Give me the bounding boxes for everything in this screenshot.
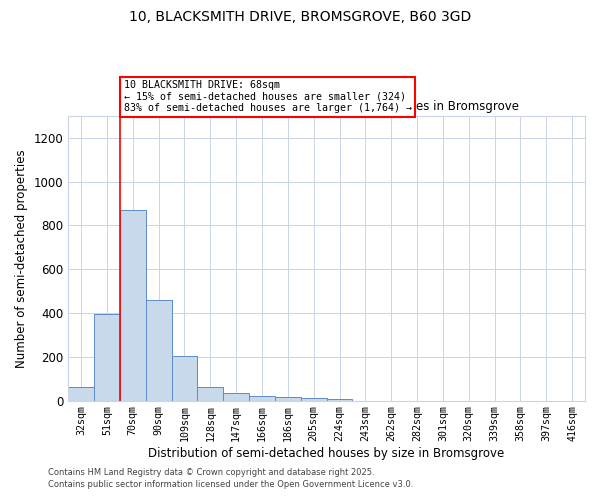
Text: 10, BLACKSMITH DRIVE, BROMSGROVE, B60 3GD: 10, BLACKSMITH DRIVE, BROMSGROVE, B60 3G… bbox=[129, 10, 471, 24]
Title: Size of property relative to semi-detached houses in Bromsgrove: Size of property relative to semi-detach… bbox=[134, 100, 519, 114]
Bar bbox=[120, 210, 146, 400]
X-axis label: Distribution of semi-detached houses by size in Bromsgrove: Distribution of semi-detached houses by … bbox=[148, 447, 505, 460]
Bar bbox=[172, 356, 197, 401]
Bar bbox=[249, 396, 275, 400]
Y-axis label: Number of semi-detached properties: Number of semi-detached properties bbox=[15, 149, 28, 368]
Bar bbox=[197, 387, 223, 400]
Text: 10 BLACKSMITH DRIVE: 68sqm
← 15% of semi-detached houses are smaller (324)
83% o: 10 BLACKSMITH DRIVE: 68sqm ← 15% of semi… bbox=[124, 80, 412, 113]
Bar bbox=[326, 399, 352, 400]
Bar bbox=[223, 393, 249, 400]
Bar bbox=[94, 314, 120, 400]
Text: Contains HM Land Registry data © Crown copyright and database right 2025.
Contai: Contains HM Land Registry data © Crown c… bbox=[48, 468, 413, 489]
Bar bbox=[68, 388, 94, 400]
Bar bbox=[275, 398, 301, 400]
Bar bbox=[146, 300, 172, 400]
Bar bbox=[301, 398, 326, 400]
